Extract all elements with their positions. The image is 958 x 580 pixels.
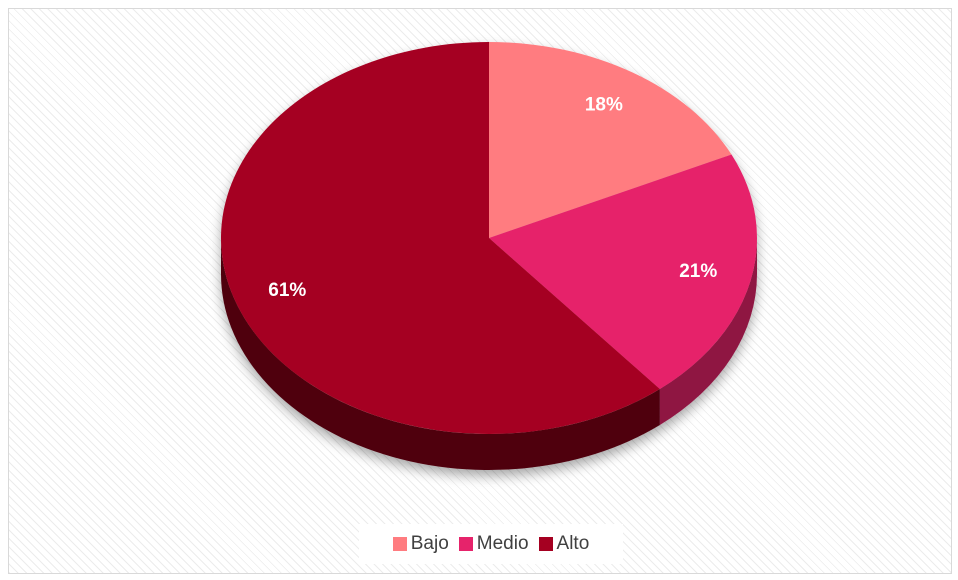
pie-side-alto [221,238,660,470]
legend-label-bajo: Bajo [410,533,449,554]
legend-label-alto: Alto [556,533,590,554]
data-label-alto: 61% [268,280,306,301]
legend-item-bajo: Bajo [392,533,449,555]
legend-swatch-alto [538,537,553,551]
legend-swatch-medio [458,537,473,551]
pie-slice-bajo [489,42,732,238]
data-label-bajo: 18% [585,95,623,116]
legend-label-medio: Medio [476,533,529,554]
pie-side-medio [659,238,757,426]
legend-item-medio: Medio [458,533,529,555]
pie-slice-medio [489,154,757,390]
legend-swatch-bajo [392,537,407,551]
pie-slice-alto [221,42,660,434]
chart-legend: Bajo Medio Alto [359,524,623,564]
data-label-medio: 21% [679,261,717,282]
legend-item-alto: Alto [538,533,590,555]
